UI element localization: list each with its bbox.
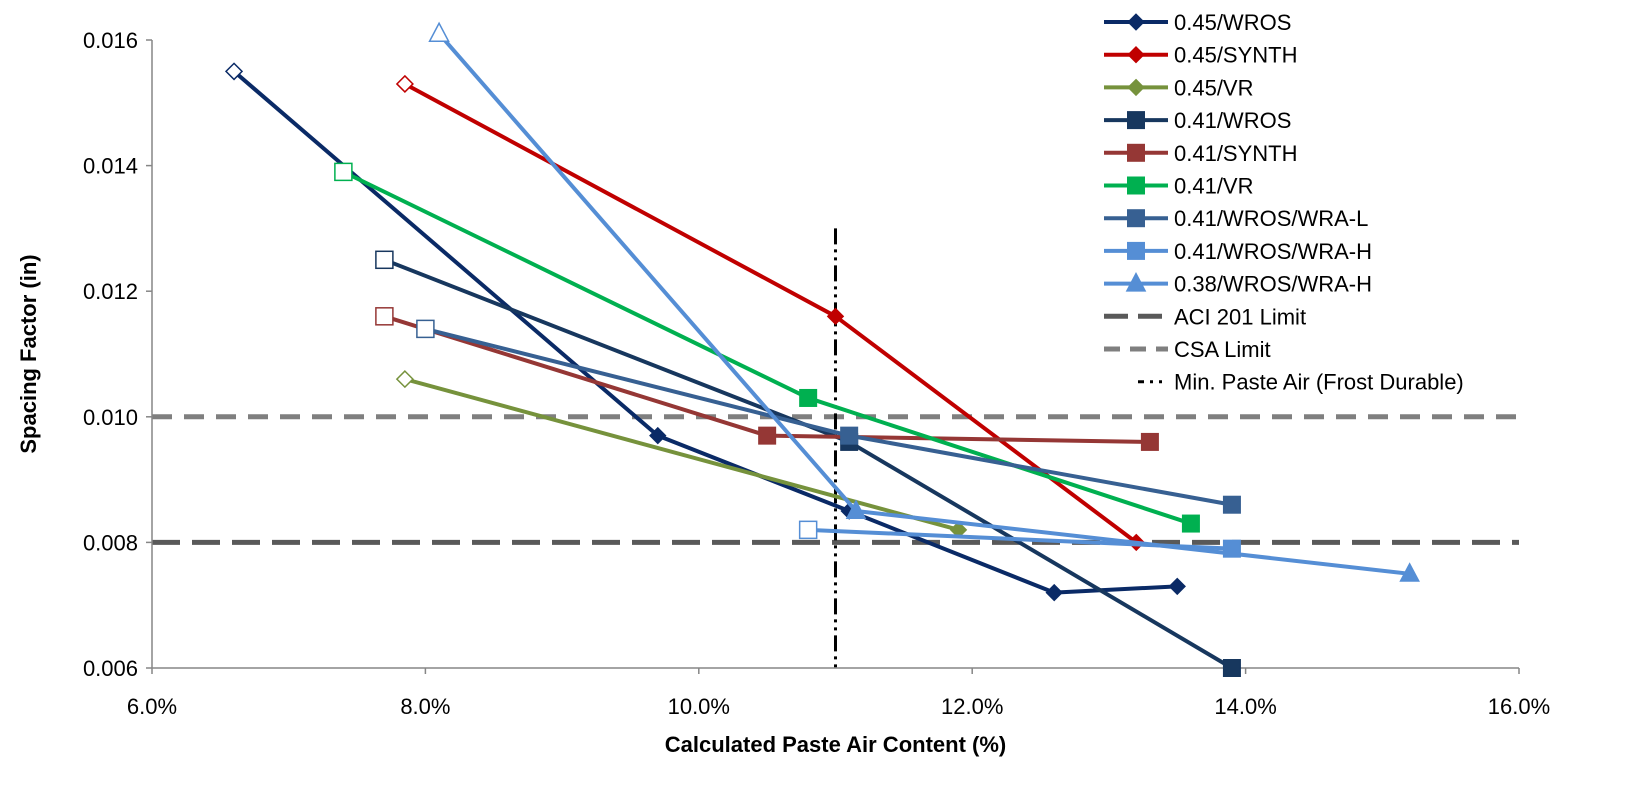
- legend-swatch-marker: [1125, 272, 1147, 292]
- legend-label: 0.45/VR: [1174, 75, 1254, 100]
- data-point: [1222, 659, 1241, 677]
- legend-item: 0.41/SYNTH: [1104, 141, 1298, 166]
- legend-item: 0.38/WROS/WRA-H: [1104, 272, 1372, 297]
- legend-label: 0.38/WROS/WRA-H: [1174, 272, 1372, 297]
- data-point: [649, 426, 667, 445]
- data-point: [334, 162, 353, 182]
- legend-swatch-marker: [1127, 209, 1145, 228]
- series-line: [404, 377, 960, 532]
- legend-item: 0.45/VR: [1104, 75, 1254, 100]
- legend-item: 0.41/WROS/WRA-H: [1104, 239, 1372, 264]
- x-tick-label: 16.0%: [1488, 694, 1550, 719]
- axes: [146, 39, 1520, 674]
- data-point: [224, 62, 244, 81]
- y-tick-label: 0.006: [83, 656, 138, 681]
- legend-item: CSA Limit: [1104, 337, 1271, 362]
- legend-label: 0.41/VR: [1174, 174, 1254, 199]
- series-0-41-wros-wra-l: [416, 319, 1241, 514]
- legend-swatch-marker: [1127, 45, 1145, 64]
- data-point: [416, 319, 435, 339]
- data-point: [1399, 562, 1420, 582]
- data-series: [224, 21, 1420, 677]
- x-tick-label: 14.0%: [1214, 694, 1276, 719]
- legend-item: 0.45/SYNTH: [1104, 43, 1298, 68]
- data-point: [840, 426, 859, 445]
- legend-item: 0.41/WROS/WRA-L: [1104, 206, 1368, 231]
- series-0-45-wros: [224, 62, 1186, 602]
- y-tick-label: 0.008: [83, 530, 138, 555]
- y-tick-label: 0.012: [83, 279, 138, 304]
- data-point: [826, 307, 845, 326]
- series-0-41-wros-wra-h: [798, 520, 1241, 558]
- series-0-41-vr: [334, 162, 1200, 533]
- legend-item: ACI 201 Limit: [1104, 304, 1306, 329]
- data-point: [1168, 577, 1186, 596]
- y-axis-title: Spacing Factor (in): [16, 254, 41, 453]
- legend-item: 0.45/WROS: [1104, 10, 1291, 35]
- legend-label: 0.41/WROS/WRA-H: [1174, 239, 1372, 264]
- legend-item: Min. Paste Air (Frost Durable): [1138, 370, 1464, 395]
- data-point: [1181, 514, 1200, 533]
- legend-label: CSA Limit: [1174, 337, 1271, 362]
- legend-swatch-marker: [1127, 241, 1145, 260]
- data-point: [375, 250, 394, 270]
- y-tick-label: 0.010: [83, 405, 138, 430]
- legend-item: 0.41/WROS: [1104, 108, 1291, 133]
- y-tick-label: 0.014: [83, 154, 138, 179]
- series-line: [232, 69, 1178, 595]
- legend-label: 0.41/SYNTH: [1174, 141, 1298, 166]
- data-point: [395, 74, 414, 94]
- legend-label: Min. Paste Air (Frost Durable): [1174, 370, 1464, 395]
- x-tick-label: 10.0%: [668, 694, 730, 719]
- legend-swatch-marker: [1127, 13, 1145, 31]
- series-0-45-vr: [395, 370, 968, 539]
- reference-lines: [152, 228, 1519, 668]
- legend-swatch-marker: [1127, 78, 1145, 97]
- tick-labels: 0.006 0.008 0.010 0.012 0.014 0.016 6.0% 8.0% 10…: [83, 28, 1550, 719]
- series-line: [342, 170, 1192, 526]
- x-tick-label: 8.0%: [400, 694, 450, 719]
- data-point: [799, 388, 818, 407]
- legend: 0.45/WROS 0.45/SYNTH 0.45/VR 0.41/WROS 0.41/…: [1104, 10, 1464, 395]
- legend-label: 0.45/SYNTH: [1174, 43, 1298, 68]
- legend-label: 0.41/WROS: [1174, 108, 1291, 133]
- data-point: [1222, 495, 1241, 514]
- data-point: [845, 499, 867, 519]
- y-tick-label: 0.016: [83, 28, 138, 53]
- legend-swatch-marker: [1127, 111, 1145, 130]
- data-point: [375, 307, 394, 326]
- data-point: [1140, 432, 1159, 451]
- legend-item: 0.41/VR: [1104, 174, 1254, 199]
- data-point: [395, 370, 414, 389]
- series-0-38-wros-wra-h: [428, 21, 1420, 582]
- series-0-41-synth: [375, 307, 1159, 451]
- x-tick-label: 6.0%: [127, 694, 177, 719]
- data-point: [428, 21, 450, 42]
- x-tick-label: 12.0%: [941, 694, 1003, 719]
- data-point: [758, 426, 777, 445]
- series-line: [383, 257, 1233, 670]
- legend-swatch-marker: [1127, 143, 1145, 162]
- legend-label: 0.45/WROS: [1174, 10, 1291, 35]
- legend-label: ACI 201 Limit: [1174, 304, 1306, 329]
- legend-swatch-marker: [1127, 176, 1145, 195]
- legend-label: 0.41/WROS/WRA-L: [1174, 206, 1368, 231]
- data-point: [1045, 583, 1063, 602]
- x-axis-title: Calculated Paste Air Content (%): [665, 732, 1006, 757]
- data-point: [798, 520, 818, 540]
